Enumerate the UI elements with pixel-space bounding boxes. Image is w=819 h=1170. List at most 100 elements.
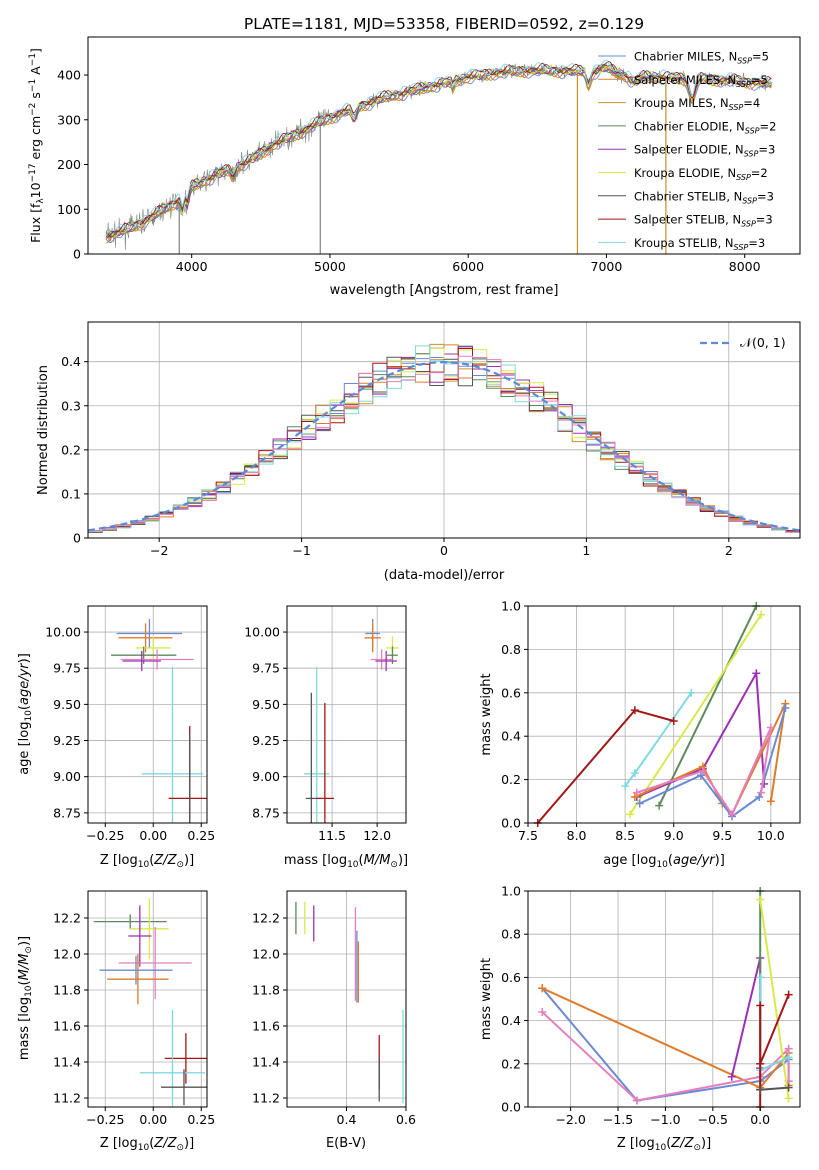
- x-tick-label: −0.25: [86, 1112, 124, 1127]
- age-vs-Z-panel: −0.25 0.00 0.25 8.75 9.00 9.25 9.50 9.75 10.00 Z …: [17, 605, 215, 870]
- x-tick-label: −2: [150, 543, 168, 558]
- x-axis-label: age [log10(age/yr)]: [603, 853, 725, 870]
- weight-vs-age-panel: 7.5 8.0 8.5 9.0 9.5 10.0 0.0 0.2 0.4 0.6 0.8 1.0 mas…: [479, 599, 801, 870]
- x-tick-label: 0.0: [750, 1112, 770, 1127]
- x-tick-label: 5000: [314, 259, 346, 274]
- x-tick-label: 0.6: [396, 1112, 416, 1127]
- y-tick-label: 9.75: [53, 661, 81, 676]
- y-tick-label: 12.0: [252, 947, 280, 962]
- axes-frame: [87, 890, 208, 1108]
- y-tick-label: 9.00: [53, 769, 81, 784]
- weight-series-line: [730, 957, 762, 1078]
- gaussian-curve: [87, 360, 801, 532]
- x-tick-label: 2: [725, 543, 733, 558]
- y-tick-label: 10.00: [244, 625, 280, 640]
- y-tick-label: 11.8: [252, 983, 280, 998]
- y-tick-label: 12.2: [53, 911, 81, 926]
- x-tick-label: 10.0: [757, 828, 785, 843]
- y-tick-label: 0: [73, 531, 81, 546]
- legend-entry: Chabrier STELIB, NSSP=3: [634, 189, 774, 205]
- model-spectrum-line: [105, 64, 772, 238]
- y-tick-label: 0.2: [501, 1056, 521, 1071]
- x-tick-label: 8.5: [615, 828, 635, 843]
- y-tick-label: 0.0: [501, 816, 521, 831]
- legend-entry: Kroupa STELIB, NSSP=3: [634, 236, 765, 252]
- y-tick-label: 0.2: [61, 442, 81, 457]
- x-axis-label: Z [log10(Z/Z⊙)]: [617, 1136, 711, 1153]
- y-tick-label: 11.4: [53, 1055, 81, 1070]
- weight-series-line: [760, 1086, 789, 1091]
- x-tick-label: 0.25: [187, 1112, 215, 1127]
- y-tick-label: 10.00: [45, 625, 81, 640]
- weight-series-line: [636, 669, 766, 798]
- legend-entry: Salpeter MILES, NSSP=5: [634, 73, 768, 89]
- x-tick-label: 4000: [176, 259, 208, 274]
- y-tick-label: 8.75: [252, 805, 280, 820]
- y-tick-label: 9.50: [252, 697, 280, 712]
- axes-frame: [87, 605, 208, 824]
- legend-entry: Kroupa ELODIE, NSSP=2: [634, 166, 768, 182]
- x-tick-label: −1: [292, 543, 310, 558]
- x-tick-label: 8.0: [567, 828, 587, 843]
- y-tick-label: 0.4: [501, 1013, 521, 1028]
- legend-entry: Salpeter ELODIE, NSSP=3: [634, 143, 775, 159]
- weight-series-line: [759, 899, 790, 1099]
- figure-title: PLATE=1181, MJD=53358, FIBERID=0592, z=0…: [244, 15, 644, 33]
- y-tick-label: 11.2: [53, 1091, 81, 1106]
- axes-frame: [286, 605, 407, 824]
- y-tick-label: 0.2: [501, 772, 521, 787]
- x-axis-label: Z [log10(Z/Z⊙)]: [100, 853, 194, 870]
- x-tick-label: 9.0: [664, 828, 684, 843]
- y-axis-label: mass weight: [479, 673, 494, 755]
- x-tick-label: −2.0: [555, 1112, 585, 1127]
- x-tick-label: 0.00: [139, 1112, 167, 1127]
- weight-series-line: [759, 977, 790, 1072]
- legend-entry: Salpeter STELIB, NSSP=3: [634, 213, 773, 229]
- x-axis-label: (data-model)/error: [384, 568, 505, 583]
- y-tick-label: 0.6: [501, 970, 521, 985]
- y-tick-label: 9.00: [252, 769, 280, 784]
- weight-series-line: [629, 614, 762, 815]
- y-tick-label: 0.6: [501, 685, 521, 700]
- x-tick-label: 0.00: [139, 828, 167, 843]
- model-spectrum-line: [105, 61, 772, 238]
- y-tick-label: 11.2: [252, 1091, 280, 1106]
- weight-series-line: [536, 709, 674, 823]
- x-axis-label: wavelength [Angstrom, rest frame]: [330, 283, 559, 298]
- axes-frame: [87, 36, 801, 255]
- legend-entry: Kroupa MILES, NSSP=4: [634, 96, 760, 112]
- x-tick-label: 0.25: [187, 828, 215, 843]
- x-tick-label: 12.0: [363, 828, 391, 843]
- spectrum-panel: 4000 5000 6000 7000 8000 0 100 200 300 400 wavelen…: [28, 36, 801, 298]
- x-tick-label: 9.5: [712, 828, 732, 843]
- y-tick-label: 0.1: [61, 486, 81, 501]
- x-axis-label: mass [log10(M/M⊙)]: [284, 853, 408, 870]
- legend-entry: Chabrier ELODIE, NSSP=2: [634, 119, 776, 135]
- x-axis-label: E(B-V): [326, 1136, 366, 1151]
- y-tick-label: 11.4: [252, 1055, 280, 1070]
- y-tick-label: 9.25: [252, 733, 280, 748]
- x-tick-label: 7.5: [518, 828, 538, 843]
- x-axis-label: Z [log10(Z/Z⊙)]: [100, 1136, 194, 1153]
- y-tick-label: 11.6: [53, 1019, 81, 1034]
- y-axis-label: age [log10(age/yr)]: [17, 653, 34, 775]
- axes-frame: [527, 890, 801, 1108]
- x-tick-label: −0.25: [86, 828, 124, 843]
- y-tick-label: 0.8: [501, 927, 521, 942]
- x-tick-label: 0: [440, 543, 448, 558]
- axes-frame: [527, 605, 801, 824]
- x-tick-label: 11.5: [318, 828, 346, 843]
- y-tick-label: 1.0: [501, 599, 521, 614]
- x-tick-label: 6000: [452, 259, 484, 274]
- histogram-step: [88, 355, 800, 535]
- y-tick-label: 8.75: [53, 805, 81, 820]
- residuals-panel: −2 −1 0 1 2 0 0.1 0.2 0.3 0.4 (data-model)/error No…: [36, 321, 801, 583]
- x-tick-label: 8000: [729, 259, 761, 274]
- y-tick-label: 200: [57, 157, 81, 172]
- x-tick-label: −0.5: [698, 1112, 728, 1127]
- mass-vs-Z-panel: −0.25 0.00 0.25 11.2 11.4 11.6 11.8 12.0 12.2 Z […: [17, 890, 215, 1153]
- y-tick-label: 9.75: [252, 661, 280, 676]
- weight-series-line: [658, 606, 758, 807]
- y-tick-label: 0.4: [501, 729, 521, 744]
- y-tick-label: 100: [57, 202, 81, 217]
